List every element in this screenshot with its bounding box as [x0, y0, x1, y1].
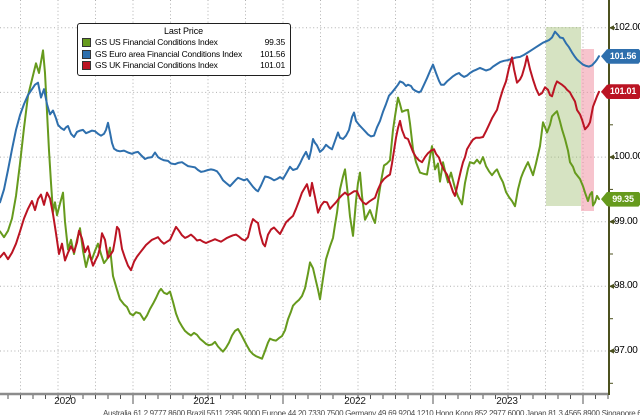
legend-label-uk: GS UK Financial Conditions Index [95, 60, 218, 70]
y-tick-arrow-icon [609, 219, 614, 225]
legend-label-euro: GS Euro area Financial Conditions Index [95, 48, 243, 59]
legend-label-us: GS US Financial Conditions Index [95, 37, 218, 47]
x-axis-year-label: 2020 [54, 396, 76, 407]
footer-text: Australia 61 2 9777 8600 Brazil 5511 239… [103, 409, 640, 415]
x-axis-year-label: 2023 [496, 396, 518, 407]
legend-value-uk: 101.01 [260, 60, 285, 70]
y-axis-label: 100.00 [614, 151, 640, 163]
series-line-0 [0, 49, 600, 360]
pink-highlight-band [581, 49, 594, 211]
chart-legend: Last Price GS US Financial Conditions In… [77, 23, 291, 76]
legend-value-euro: 101.56 [260, 48, 285, 59]
series-line-1 [0, 30, 600, 204]
x-axis-year-label: 2021 [193, 396, 215, 407]
us-last-price-badge: 99.35 [601, 191, 640, 207]
y-tick-arrow-icon [609, 283, 614, 289]
y-axis-label: 99.00 [614, 215, 638, 227]
euro-last-price-badge: 101.56 [601, 48, 640, 64]
series-line-2 [0, 55, 600, 272]
legend-row-euro: GS Euro area Financial Conditions Index … [82, 49, 285, 61]
euro-series-swatch-icon [82, 49, 91, 59]
uk-series-swatch-icon [82, 61, 91, 71]
y-tick-arrow-icon [609, 25, 614, 31]
y-tick-arrow-icon [609, 348, 614, 354]
legend-value-us: 99.35 [264, 37, 286, 47]
y-axis-label: 102.00 [614, 21, 640, 33]
x-axis-year-label: 2022 [344, 396, 366, 407]
y-tick-arrow-icon [609, 154, 614, 160]
legend-title: Last Price [163, 26, 204, 36]
legend-row-us: GS US Financial Conditions Index 99.35 [82, 37, 285, 49]
y-axis-label: 98.00 [614, 280, 638, 292]
y-axis-label: 97.00 [614, 344, 638, 356]
footer-disclaimer-clipped: Australia 61 2 9777 8600 Brazil 5511 239… [103, 409, 640, 415]
us-series-swatch-icon [82, 38, 91, 48]
uk-last-price-badge: 101.01 [601, 84, 640, 100]
legend-row-uk: GS UK Financial Conditions Index 101.01 [82, 60, 285, 72]
